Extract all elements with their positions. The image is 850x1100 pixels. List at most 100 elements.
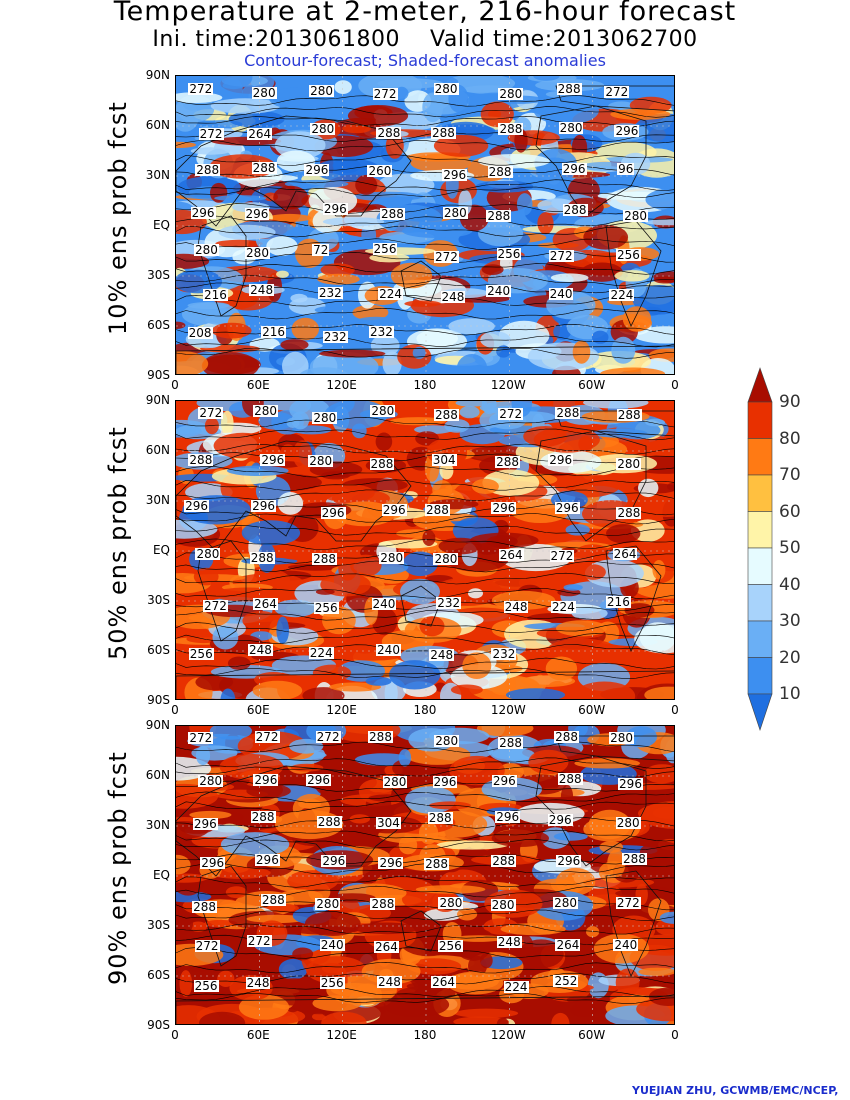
contour-label: 296 [442, 167, 468, 182]
contour-label: 256 [372, 242, 398, 257]
contour-label: 288 [487, 164, 513, 179]
contour-label: 208 [187, 325, 213, 340]
contour-label: 288 [557, 772, 583, 787]
contour-label: 304 [375, 815, 401, 830]
lat-tick: 30N [145, 818, 170, 832]
contour-label: 256 [188, 647, 214, 662]
contour-label: 296 [556, 853, 582, 868]
contour-label: 296 [561, 161, 587, 176]
contour-label: 296 [491, 773, 517, 788]
contour-label: 288 [498, 735, 524, 750]
lon-tick: 180 [413, 703, 437, 717]
contour-label: 288 [556, 81, 582, 96]
lat-tick: EQ [152, 868, 170, 882]
contour-label: 280 [195, 547, 221, 562]
contour-label: 288 [250, 810, 276, 825]
contour-label: 280 [433, 551, 459, 566]
contour-label: 280 [442, 205, 468, 220]
lon-tick: 60E [246, 1028, 270, 1042]
contour-label: 248 [496, 935, 522, 950]
contour-label: 216 [261, 325, 287, 340]
lat-tick: 60N [145, 768, 170, 782]
panel-label-3: 90% ens prob fcst [104, 751, 132, 985]
colorbar-level: 20 [779, 647, 801, 668]
contour-label: 96 [617, 161, 635, 176]
contour-label: 256 [437, 938, 463, 953]
contour-label: 232 [322, 330, 348, 345]
contour-label: 260 [367, 164, 393, 179]
contour-label: 296 [491, 501, 517, 516]
lat-tick: 60S [147, 318, 170, 332]
contour-label: 288 [430, 126, 456, 141]
lon-tick: 0 [671, 1028, 679, 1042]
colorbar-level: 90 [779, 392, 801, 412]
contour-label: 272 [615, 896, 641, 911]
contour-label: 240 [376, 643, 401, 658]
contour-label: 296 [200, 855, 226, 870]
contour-label: 264 [555, 938, 581, 953]
contour-label: 240 [548, 287, 574, 302]
contour-label: 248 [247, 642, 273, 657]
colorbar [747, 367, 773, 731]
contour-label: 296 [322, 201, 348, 216]
colorbar-level: 70 [779, 465, 801, 485]
contour-label: 280 [609, 731, 635, 746]
contour-label: 288 [555, 405, 581, 420]
contour-label: 296 [306, 773, 332, 788]
lat-tick: 30S [147, 918, 170, 932]
contour-label: 288 [424, 502, 450, 517]
lon-tick: 120E [326, 378, 357, 392]
contour-label: 280 [434, 733, 460, 748]
contour-label: 288 [491, 853, 517, 868]
contour-label: 280 [198, 774, 224, 789]
contour-label: 272 [246, 934, 272, 949]
contour-label: 288 [376, 126, 402, 141]
map-panel-1: 272 280 280 272 280 280 288 272 272 264 280 288 288 2… [175, 75, 675, 375]
credit-footer: YUEJIAN ZHU, GCWMB/EMC/NCEP, [632, 1084, 839, 1097]
contour-label: 288 [498, 122, 524, 137]
contour-label: 272 [372, 86, 398, 101]
contour-label: 248 [440, 289, 466, 304]
contour-label: 296 [432, 774, 458, 789]
contour-label: 288 [251, 160, 277, 175]
contour-label: 224 [609, 288, 635, 303]
contour-label: 296 [618, 776, 643, 791]
contour-label: 280 [193, 243, 219, 258]
contour-label: 248 [249, 283, 275, 298]
lat-tick: 90N [145, 68, 170, 82]
contour-label: 296 [381, 503, 407, 518]
lon-tick: 120E [326, 1028, 357, 1042]
contour-label: 248 [376, 974, 402, 989]
lat-tick: 60N [145, 443, 170, 457]
contour-label: 280 [490, 898, 516, 913]
contour-label: 280 [615, 815, 641, 830]
lon-tick: 60W [578, 378, 606, 392]
contour-label: 240 [613, 938, 639, 953]
contour-label: 280 [558, 120, 584, 135]
lon-tick: 60E [246, 703, 270, 717]
contour-label: 224 [308, 646, 334, 661]
map-panel-2: 272 280 280 280 288 272 288 288 288 296 280 288 304 2… [175, 400, 675, 700]
contour-label: 280 [312, 411, 338, 426]
contour-label: 272 [548, 248, 574, 263]
contour-label: 280 [370, 404, 396, 419]
contour-label: 232 [436, 595, 462, 610]
contour-label: 288 [562, 202, 588, 217]
lat-tick: 30N [145, 168, 170, 182]
anomaly-field [176, 76, 674, 374]
lon-tick: 0 [171, 1028, 179, 1042]
contour-label: 264 [498, 547, 524, 562]
contour-label: 272 [549, 548, 575, 563]
colorbar-level: 60 [779, 501, 801, 522]
lat-tick: 90N [145, 393, 170, 407]
contour-label: 296 [614, 123, 640, 138]
contour-label: 296 [253, 773, 279, 788]
contour-label: 280 [498, 86, 524, 101]
lat-tick: 90N [145, 718, 170, 732]
contour-label: 296 [192, 816, 218, 831]
map-panel-3: 272 272 272 288 280 288 288 280 280 296 296 280 296 2… [175, 725, 675, 1025]
contour-label: 288 [380, 206, 405, 221]
legend-note: Contour-forecast; Shaded-forecast anomal… [244, 51, 606, 70]
contour-label: 264 [252, 596, 278, 611]
lat-tick: 90S [147, 368, 170, 382]
